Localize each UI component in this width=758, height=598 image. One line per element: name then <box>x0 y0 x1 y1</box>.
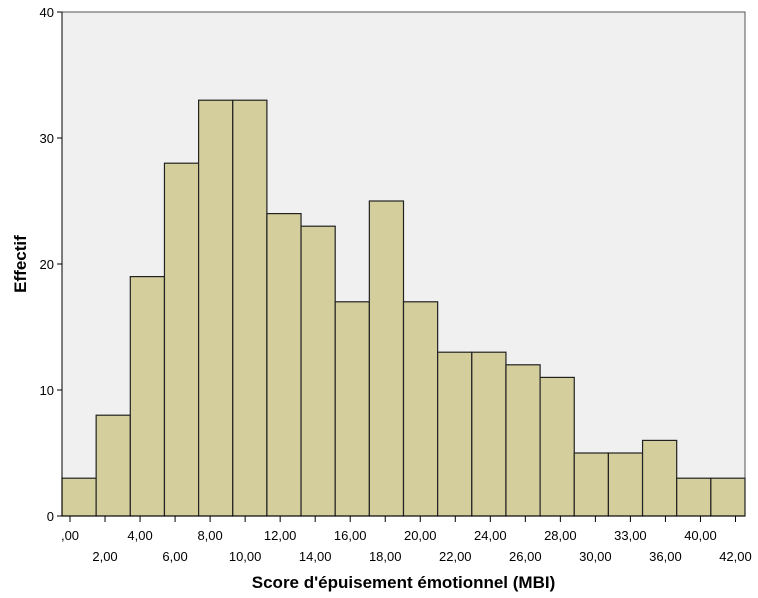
x-tick-label: 22,00 <box>439 549 472 564</box>
y-axis: 0 10 20 30 40 <box>40 5 63 524</box>
x-tick-label: 14,00 <box>299 549 332 564</box>
histogram-bar <box>95 414 131 517</box>
x-tick-label: 33,00 <box>614 528 647 543</box>
x-tick-label: 42,00 <box>719 549 752 564</box>
histogram-bar <box>163 162 200 517</box>
histogram-bar <box>368 200 405 517</box>
bars-group <box>61 99 746 517</box>
x-tick-label: 28,00 <box>544 528 577 543</box>
histogram-bar <box>539 376 575 517</box>
x-tick-label: 8,00 <box>197 528 222 543</box>
histogram-bar <box>129 276 166 517</box>
histogram-bar <box>334 301 370 517</box>
x-tick-label: 20,00 <box>404 528 437 543</box>
x-tick-label: 16,00 <box>334 528 367 543</box>
histogram-bar <box>573 452 610 517</box>
x-tick-label: 40,00 <box>684 528 717 543</box>
histogram-bar <box>676 477 712 517</box>
histogram-bar <box>266 213 302 517</box>
y-tick-label: 20 <box>40 257 54 272</box>
y-tick-label: 0 <box>47 509 54 524</box>
histogram-bar <box>505 364 541 517</box>
histogram-bar <box>232 99 268 517</box>
x-axis-title: Score d'épuisement émotionnel (MBI) <box>252 573 555 592</box>
histogram-bar <box>471 351 507 517</box>
histogram-bar <box>198 99 234 517</box>
x-tick-label: 2,00 <box>92 549 117 564</box>
x-tick-label: 30,00 <box>579 549 612 564</box>
y-tick-label: 10 <box>40 383 54 398</box>
x-tick-label: 12,00 <box>264 528 297 543</box>
histogram-bar <box>402 301 439 517</box>
histogram-bar <box>710 477 746 517</box>
x-tick-label: 6,00 <box>162 549 187 564</box>
x-tick-label: 36,00 <box>649 549 682 564</box>
x-tick-label: 26,00 <box>509 549 542 564</box>
histogram-bar <box>437 351 473 517</box>
histogram-bar <box>607 452 644 517</box>
x-tick-label: 18,00 <box>369 549 402 564</box>
x-axis: ,00 2,00 4,00 6,00 8,00 10,0012,0014,0016,001… <box>61 515 752 564</box>
x-tick-label: 4,00 <box>127 528 152 543</box>
x-tick-label: ,00 <box>61 528 79 543</box>
histogram-bar <box>300 225 336 517</box>
x-tick-label: 24,00 <box>474 528 507 543</box>
histogram-bar <box>641 439 678 517</box>
y-tick-label: 30 <box>40 131 54 146</box>
y-tick-label: 40 <box>40 5 54 20</box>
y-axis-title: Effectif <box>11 235 30 293</box>
x-tick-label: 10,00 <box>229 549 262 564</box>
histogram-bar <box>61 477 97 517</box>
